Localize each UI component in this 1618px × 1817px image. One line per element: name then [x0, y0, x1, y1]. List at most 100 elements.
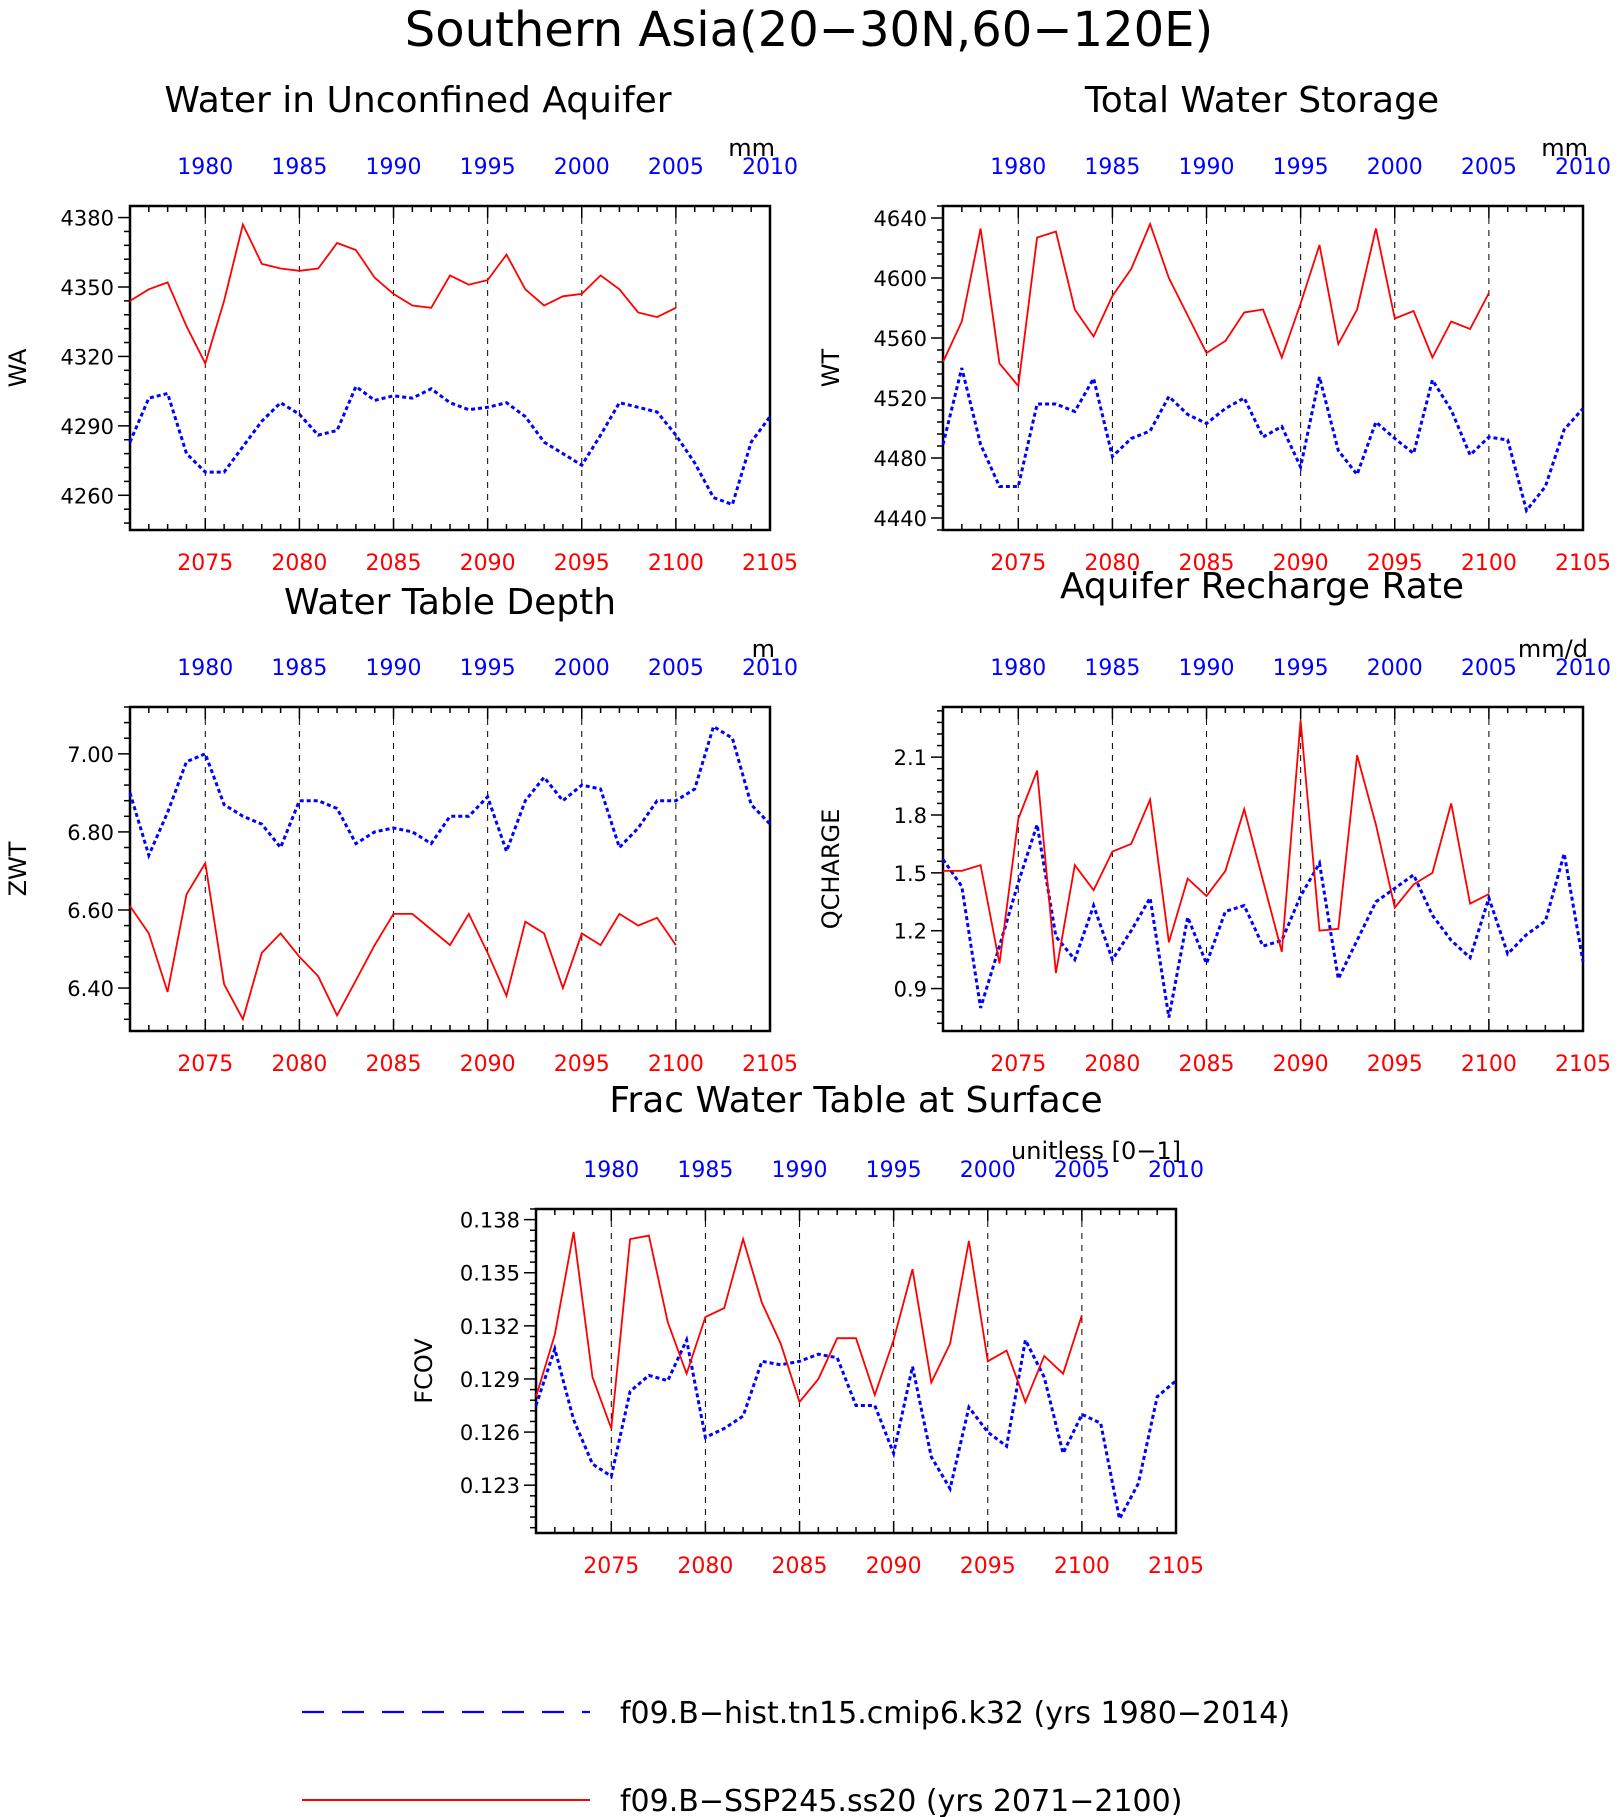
bottom-tick-label: 2095 — [1367, 1052, 1423, 1077]
y-tick-label: 0.129 — [460, 1368, 520, 1392]
y-tick-label: 0.123 — [460, 1474, 520, 1498]
top-tick-label: 1985 — [1084, 656, 1140, 681]
bottom-tick-label: 2085 — [1179, 551, 1235, 576]
y-tick-label: 6.80 — [67, 821, 114, 845]
top-tick-label: 1990 — [772, 1158, 828, 1183]
units-label: mm — [1541, 134, 1588, 162]
bottom-tick-label: 2105 — [742, 551, 798, 576]
series-line-ssp — [943, 720, 1490, 974]
y-tick-label: 0.126 — [460, 1421, 520, 1445]
y-tick-label: 1.8 — [894, 804, 927, 828]
panels: Water in Unconfined Aquifer mm WA 1980 1985 1… — [4, 80, 1611, 1579]
panel-title: Frac Water Table at Surface — [609, 1080, 1102, 1121]
top-tick-label: 1980 — [177, 155, 233, 180]
top-tick-label: 2005 — [1054, 1158, 1110, 1183]
bottom-tick-label: 2080 — [271, 1052, 327, 1077]
bottom-tick-label: 2085 — [366, 551, 422, 576]
series-line-hist — [941, 367, 1585, 514]
y-tick-label: 7.00 — [67, 743, 114, 767]
bottom-tick-label: 2090 — [866, 1554, 922, 1579]
top-tick-label: 1990 — [1179, 155, 1235, 180]
bottom-tick-label: 2090 — [460, 1052, 516, 1077]
bottom-tick-label: 2080 — [1084, 551, 1140, 576]
legend: f09.B−hist.tn15.cmip6.k32 (yrs 1980−2014… — [302, 1696, 1290, 1817]
panel-1: Water in Unconfined Aquifer mm WA 1980 1985 1… — [4, 80, 798, 576]
y-axis-label: WT — [817, 348, 845, 387]
bottom-tick-label: 2105 — [1555, 1052, 1611, 1077]
panel-4: Aquifer Recharge Rate mm/d QCHARGE 1980 1985… — [817, 566, 1611, 1077]
bottom-tick-label: 2080 — [271, 551, 327, 576]
top-tick-label: 2010 — [1555, 656, 1611, 681]
legend-ssp-label: f09.B−SSP245.ss20 (yrs 2071−2100) — [620, 1784, 1182, 1817]
top-tick-label: 2000 — [1367, 656, 1423, 681]
units-label: mm/d — [1518, 635, 1588, 663]
y-axis-label: QCHARGE — [817, 809, 845, 930]
panel-title: Water in Unconfined Aquifer — [164, 80, 671, 121]
top-tick-label: 1990 — [366, 155, 422, 180]
y-tick-label: 4600 — [874, 267, 927, 291]
bottom-tick-label: 2090 — [460, 551, 516, 576]
plot-frame — [941, 705, 1585, 1033]
series-line-hist — [534, 1335, 1177, 1524]
bottom-tick-label: 2105 — [742, 1052, 798, 1077]
top-tick-label: 1995 — [1273, 656, 1329, 681]
bottom-tick-label: 2080 — [677, 1554, 733, 1579]
series-line-ssp — [129, 860, 677, 1022]
figure-title: Southern Asia(20−30N,60−120E) — [405, 2, 1213, 58]
y-tick-label: 0.132 — [460, 1315, 520, 1339]
units-label: m — [752, 635, 775, 663]
top-tick-label: 2005 — [648, 656, 704, 681]
bottom-tick-label: 2105 — [1555, 551, 1611, 576]
bottom-tick-label: 2085 — [366, 1052, 422, 1077]
top-tick-label: 1985 — [677, 1158, 733, 1183]
series-line-hist — [128, 724, 772, 860]
series-line-ssp — [942, 221, 1490, 389]
y-tick-label: 4290 — [61, 415, 114, 439]
bottom-tick-label: 2075 — [177, 551, 233, 576]
top-tick-label: 1980 — [990, 656, 1046, 681]
y-tick-label: 4260 — [61, 484, 114, 508]
y-tick-label: 4480 — [874, 447, 927, 471]
y-tick-label: 4320 — [61, 345, 114, 369]
top-tick-label: 1995 — [460, 656, 516, 681]
units-label: mm — [728, 134, 775, 162]
top-tick-label: 2010 — [1555, 155, 1611, 180]
y-axis-label: ZWT — [4, 841, 32, 896]
bottom-tick-label: 2095 — [960, 1554, 1016, 1579]
y-tick-label: 0.138 — [460, 1209, 520, 1233]
top-tick-label: 1980 — [177, 656, 233, 681]
top-tick-label: 1980 — [583, 1158, 639, 1183]
top-tick-label: 2000 — [554, 656, 610, 681]
plot-frame — [941, 204, 1585, 532]
panel-2: Total Water Storage mm WT 1980 1985 1990 1995 2… — [817, 80, 1611, 576]
top-tick-label: 1995 — [460, 155, 516, 180]
top-tick-label: 2010 — [742, 155, 798, 180]
top-tick-label: 1990 — [366, 656, 422, 681]
plot-frame — [534, 1207, 1178, 1535]
series-line-ssp — [535, 1231, 1083, 1429]
bottom-tick-label: 2095 — [554, 1052, 610, 1077]
top-tick-label: 2010 — [742, 656, 798, 681]
bottom-tick-label: 2100 — [1461, 1052, 1517, 1077]
y-tick-label: 4520 — [874, 387, 927, 411]
bottom-tick-label: 2095 — [554, 551, 610, 576]
panel-title: Aquifer Recharge Rate — [1060, 566, 1464, 607]
top-tick-label: 2000 — [1367, 155, 1423, 180]
top-tick-label: 1980 — [990, 155, 1046, 180]
plot-frame — [128, 204, 772, 532]
top-tick-label: 1995 — [866, 1158, 922, 1183]
bottom-tick-label: 2105 — [1148, 1554, 1204, 1579]
series-line-ssp — [129, 221, 677, 366]
bottom-tick-label: 2075 — [990, 1052, 1046, 1077]
panel-title: Total Water Storage — [1084, 80, 1439, 121]
top-tick-label: 1985 — [1084, 155, 1140, 180]
bottom-tick-label: 2100 — [1054, 1554, 1110, 1579]
y-tick-label: 4440 — [874, 507, 927, 531]
bottom-tick-label: 2100 — [648, 1052, 704, 1077]
panel-title: Water Table Depth — [284, 582, 616, 623]
y-tick-label: 4350 — [61, 276, 114, 300]
top-tick-label: 1985 — [271, 155, 327, 180]
plot-frame — [128, 705, 772, 1033]
bottom-tick-label: 2100 — [648, 551, 704, 576]
